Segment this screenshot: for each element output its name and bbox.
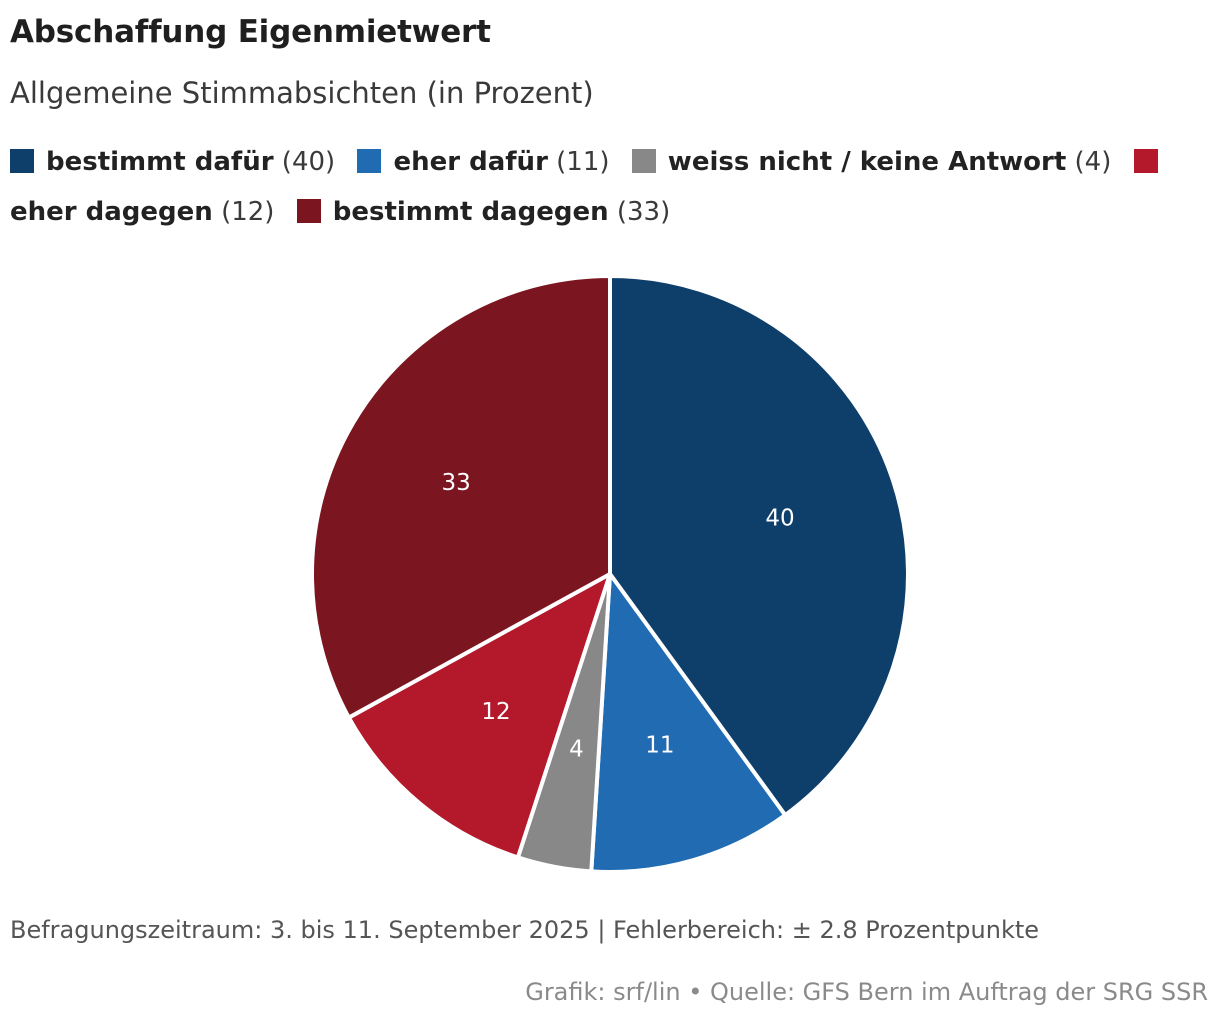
legend-swatch <box>357 149 382 173</box>
legend-item-bestimmt-dafuer: bestimmt dafür (40) <box>10 147 335 177</box>
legend-item-bestimmt-dagegen: bestimmt dagegen (33) <box>296 197 671 227</box>
legend-item-weiss-nicht: weiss nicht / keine Antwort (4) <box>631 147 1112 177</box>
slice-bestimmt-dafuer <box>608 274 910 818</box>
legend-value: (4) <box>1074 147 1112 177</box>
legend-value: (33) <box>616 197 671 227</box>
legend-label: bestimmt dagegen <box>332 197 609 227</box>
legend-label: bestimmt dafür <box>46 147 274 177</box>
legend-swatch <box>1133 149 1158 173</box>
legend-value: (40) <box>281 147 336 177</box>
pie-labels: 40 11 4 12 33 <box>441 470 794 763</box>
pie-slices <box>310 274 910 874</box>
legend: bestimmt dafür (40) eher dafür (11) weis… <box>10 137 1210 237</box>
legend-swatch <box>296 199 321 223</box>
chart-subtitle: Allgemeine Stimmabsichten (in Prozent) <box>10 76 594 110</box>
slice-eher-dagegen <box>346 572 612 860</box>
legend-value: (12) <box>221 197 275 227</box>
slice-value-label: 11 <box>645 733 674 759</box>
slice-value-label: 40 <box>765 506 794 532</box>
legend-item-eher-dafuer: eher dafür (11) <box>357 147 610 177</box>
slice-value-label: 12 <box>481 699 510 725</box>
source-credit: Grafik: srf/lin • Quelle: GFS Bern im Au… <box>525 978 1208 1006</box>
slice-value-label: 4 <box>569 737 584 763</box>
slice-bestimmt-dagegen <box>310 274 612 720</box>
legend-label: eher dagegen <box>10 197 213 227</box>
survey-note: Befragungszeitraum: 3. bis 11. September… <box>10 916 1040 944</box>
chart-title: Abschaffung Eigenmietwert <box>10 14 491 50</box>
slice-eher-dafuer <box>589 572 788 874</box>
legend-label: weiss nicht / keine Antwort <box>667 147 1067 177</box>
legend-label: eher dafür <box>393 147 548 177</box>
slice-value-label: 33 <box>441 470 470 496</box>
legend-value: (11) <box>556 147 610 177</box>
legend-swatch <box>631 149 656 173</box>
legend-item-eher-dagegen: eher dagegen (12) <box>10 147 1170 227</box>
legend-swatch <box>10 149 34 173</box>
